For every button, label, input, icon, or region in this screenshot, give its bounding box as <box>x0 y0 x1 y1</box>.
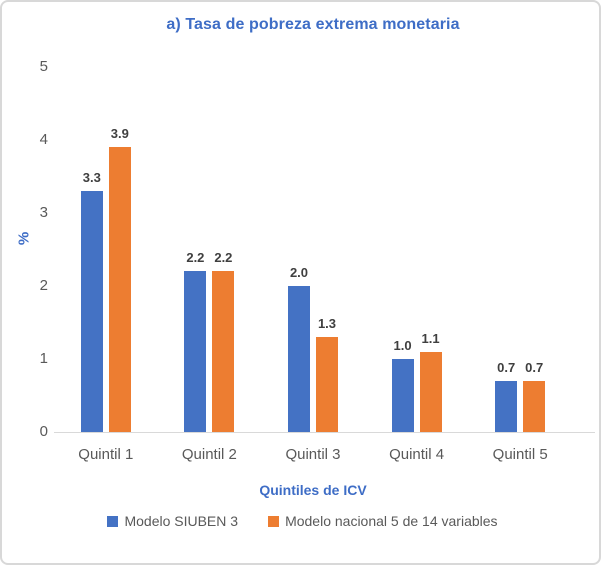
legend-label: Modelo SIUBEN 3 <box>124 513 239 529</box>
bar-value-label: 0.7 <box>497 359 516 375</box>
bar-value-label: 2.0 <box>289 265 309 280</box>
y-tick-label: 2 <box>39 277 48 294</box>
plot-area: 3.3 3.9 2.2 2.2 2.0 1.3 1.0 1.1 0.7 0.7 <box>54 67 572 432</box>
bar-wrap: 2.0 <box>287 265 310 432</box>
legend-item: Modelo SIUBEN 3 <box>107 513 238 529</box>
y-axis-ticks: 0 1 2 3 4 5 <box>16 58 48 440</box>
bar-value-label: 3.9 <box>110 126 129 142</box>
bar-group: 0.7 0.7 <box>468 67 572 432</box>
bar-value-label: 1.0 <box>393 338 412 353</box>
bar-value-label: 0.7 <box>525 359 544 375</box>
y-tick-label: 3 <box>39 204 48 221</box>
bar-value-label: 1.1 <box>421 330 440 346</box>
bar-group: 2.0 1.3 <box>261 67 365 432</box>
legend: Modelo SIUBEN 3 Modelo nacional 5 de 14 v… <box>2 513 599 529</box>
bar <box>495 380 518 432</box>
bar <box>108 147 131 432</box>
legend-swatch-icon <box>268 515 280 527</box>
bar-wrap: 1.0 <box>391 338 414 432</box>
bar <box>212 271 235 432</box>
bar <box>315 337 338 432</box>
y-tick-label: 0 <box>39 423 48 440</box>
x-tick-label: Quintil 3 <box>285 446 341 463</box>
bar-value-label: 3.3 <box>82 170 101 186</box>
bar <box>523 380 546 432</box>
bar-value-label: 2.2 <box>186 250 205 266</box>
bar-value-label: 2.2 <box>214 250 233 266</box>
bar <box>287 286 310 432</box>
bar-wrap: 0.7 <box>523 360 546 432</box>
bar-wrap: 1.1 <box>419 331 442 432</box>
x-tick-label: Quintil 4 <box>389 446 445 463</box>
x-tick-label: Quintil 5 <box>492 446 548 463</box>
bar-wrap: 3.9 <box>108 126 131 432</box>
x-axis-labels: Quintil 1 Quintil 2 Quintil 3 Quintil 4 Quin… <box>54 446 572 463</box>
bar-wrap: 0.7 <box>495 360 518 432</box>
y-tick-label: 1 <box>39 350 48 367</box>
bar-group: 3.3 3.9 <box>54 67 158 432</box>
chart-title: a) Tasa de pobreza extrema monetaria <box>166 16 460 33</box>
bar-group: 1.0 1.1 <box>365 67 469 432</box>
bar-wrap: 3.3 <box>80 170 103 432</box>
x-tick-label: Quintil 2 <box>181 446 237 463</box>
x-axis-title: Quintiles de ICV <box>259 482 367 498</box>
bar <box>391 359 414 432</box>
y-tick-label: 4 <box>39 131 48 148</box>
bar-wrap: 2.2 <box>184 250 207 432</box>
legend-label: Modelo nacional 5 de 14 variables <box>285 513 498 529</box>
bar-group: 2.2 2.2 <box>158 67 262 432</box>
x-tick-label: Quintil 1 <box>78 446 134 463</box>
bar-wrap: 2.2 <box>212 250 235 432</box>
y-tick-label: 5 <box>39 58 48 75</box>
x-axis-baseline <box>54 432 595 433</box>
legend-item: Modelo nacional 5 de 14 variables <box>268 513 498 529</box>
legend-swatch-icon <box>107 515 119 527</box>
bar-value-label: 1.3 <box>317 316 337 332</box>
bar <box>80 191 103 432</box>
bar <box>184 271 207 432</box>
bar-wrap: 1.3 <box>315 316 338 432</box>
bar <box>419 351 442 432</box>
